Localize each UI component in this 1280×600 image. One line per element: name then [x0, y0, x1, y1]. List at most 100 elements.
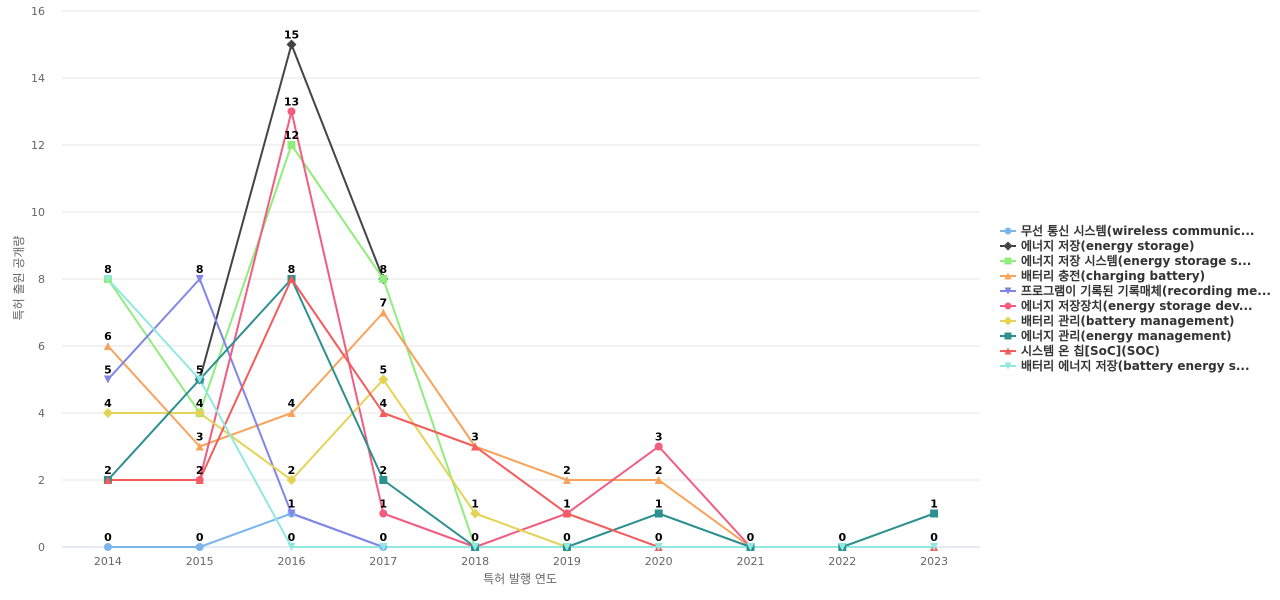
- data-label: 0: [471, 531, 479, 544]
- data-point[interactable]: [195, 476, 204, 484]
- y-tick-label: 16: [31, 5, 45, 18]
- data-point[interactable]: [654, 509, 663, 518]
- legend-symbol: [1004, 287, 1012, 295]
- data-point[interactable]: [379, 476, 388, 484]
- data-point[interactable]: [103, 375, 112, 384]
- data-label: 0: [288, 531, 296, 544]
- legend-label: 에너지 저장(energy storage): [1021, 238, 1195, 253]
- data-label: 5: [104, 364, 112, 377]
- data-point[interactable]: [746, 543, 755, 551]
- data-point[interactable]: [838, 543, 847, 551]
- data-point[interactable]: [103, 275, 112, 283]
- data-point[interactable]: [471, 543, 480, 551]
- x-tick-label: 2014: [94, 555, 122, 568]
- data-label: 8: [379, 263, 387, 276]
- data-point[interactable]: [287, 543, 296, 551]
- data-label: 6: [104, 330, 112, 343]
- legend-item[interactable]: 배터리 충전(charging battery): [1000, 268, 1205, 283]
- data-point[interactable]: [930, 543, 939, 551]
- data-labels: 8 6 5 4 2 0 8 5 4 3 2 0 15 13 12 8 4 2 1 0 8 7 5 4 2 1 0 3 1 0 2 1 0 3 2 1 0…: [104, 29, 938, 545]
- data-point[interactable]: [286, 475, 297, 485]
- data-point[interactable]: [195, 543, 204, 551]
- x-tick-label: 2020: [645, 555, 673, 568]
- data-label: 2: [104, 464, 112, 477]
- data-point[interactable]: [379, 275, 388, 283]
- y-axis-title: 특허 출원 공개량: [12, 236, 26, 321]
- data-label: 0: [196, 531, 204, 544]
- data-point[interactable]: [471, 442, 480, 451]
- legend-item[interactable]: 프로그램이 기록된 기록매체(recording me...: [1000, 283, 1271, 298]
- data-point[interactable]: [103, 476, 112, 484]
- data-point[interactable]: [378, 374, 389, 385]
- x-tick-label: 2023: [920, 555, 948, 568]
- legend-symbol: [1003, 241, 1013, 251]
- data-point[interactable]: [562, 476, 571, 484]
- legend-item[interactable]: 에너지 저장장치(energy storage dev...: [1000, 298, 1253, 313]
- data-point[interactable]: [379, 409, 388, 417]
- data-label: 0: [838, 531, 846, 544]
- data-label: 1: [288, 498, 296, 511]
- data-label: 4: [288, 397, 296, 410]
- data-point[interactable]: [194, 408, 205, 418]
- legend-item[interactable]: 에너지 관리(energy management): [1000, 328, 1232, 343]
- series-markers: [102, 39, 939, 552]
- data-point[interactable]: [562, 543, 571, 551]
- data-point[interactable]: [102, 408, 113, 418]
- x-tick-label: 2016: [278, 555, 306, 568]
- y-tick-label: 14: [31, 72, 45, 85]
- series-lines: [106, 43, 934, 548]
- x-tick-label: 2017: [369, 555, 397, 568]
- data-point[interactable]: [287, 107, 296, 116]
- data-point[interactable]: [195, 442, 204, 451]
- data-point[interactable]: [286, 39, 297, 50]
- legend-item[interactable]: 시스템 온 칩[SoC](SOC): [1000, 343, 1160, 358]
- legend-item[interactable]: 배터리 관리(battery management): [1000, 313, 1234, 328]
- legend-item[interactable]: 에너지 저장 시스템(energy storage s...: [1000, 253, 1251, 268]
- legend-item[interactable]: 무선 통신 시스템(wireless communic...: [1000, 223, 1254, 238]
- data-point[interactable]: [379, 308, 388, 317]
- data-label: 7: [379, 297, 387, 310]
- data-point[interactable]: [287, 409, 296, 417]
- data-label: 0: [747, 531, 755, 544]
- data-point[interactable]: [195, 275, 204, 283]
- data-point[interactable]: [470, 508, 481, 519]
- data-label: 2: [288, 464, 296, 477]
- legend-label: 프로그램이 기록된 기록매체(recording me...: [1021, 283, 1271, 298]
- data-point[interactable]: [287, 275, 296, 283]
- legend[interactable]: 무선 통신 시스템(wireless communic...에너지 저장(ene…: [1000, 223, 1271, 373]
- data-point[interactable]: [930, 509, 939, 518]
- data-point[interactable]: [654, 476, 663, 484]
- data-point[interactable]: [562, 509, 571, 518]
- legend-item[interactable]: 배터리 에너지 저장(battery energy s...: [1000, 358, 1250, 373]
- data-label: 3: [655, 431, 663, 444]
- legend-label: 에너지 저장 시스템(energy storage s...: [1021, 253, 1251, 268]
- series-line: [106, 378, 568, 548]
- data-point[interactable]: [195, 375, 204, 384]
- data-point[interactable]: [379, 543, 388, 551]
- x-axis-title: 특허 발행 연도: [483, 571, 557, 586]
- y-tick-label: 8: [38, 273, 45, 286]
- data-label: 0: [930, 531, 938, 544]
- data-point[interactable]: [287, 141, 296, 149]
- x-tick-label: 2019: [553, 555, 581, 568]
- data-point[interactable]: [379, 509, 388, 518]
- data-point[interactable]: [103, 342, 112, 350]
- data-point[interactable]: [654, 543, 663, 551]
- legend-label: 시스템 온 칩[SoC](SOC): [1021, 343, 1160, 358]
- data-label: 1: [563, 498, 571, 511]
- data-label: 5: [196, 364, 204, 377]
- legend-symbol: [1003, 316, 1013, 326]
- y-tick-label: 0: [38, 541, 45, 554]
- data-point[interactable]: [103, 543, 112, 551]
- data-label: 2: [379, 464, 387, 477]
- data-point[interactable]: [287, 509, 296, 518]
- x-tick-label: 2021: [737, 555, 765, 568]
- legend-item[interactable]: 에너지 저장(energy storage): [1000, 238, 1195, 253]
- y-tick-label: 6: [38, 340, 45, 353]
- legend-label: 배터리 에너지 저장(battery energy s...: [1021, 358, 1250, 373]
- data-label: 0: [104, 531, 112, 544]
- data-point[interactable]: [654, 442, 663, 451]
- data-label: 4: [196, 397, 204, 410]
- data-label: 2: [655, 464, 663, 477]
